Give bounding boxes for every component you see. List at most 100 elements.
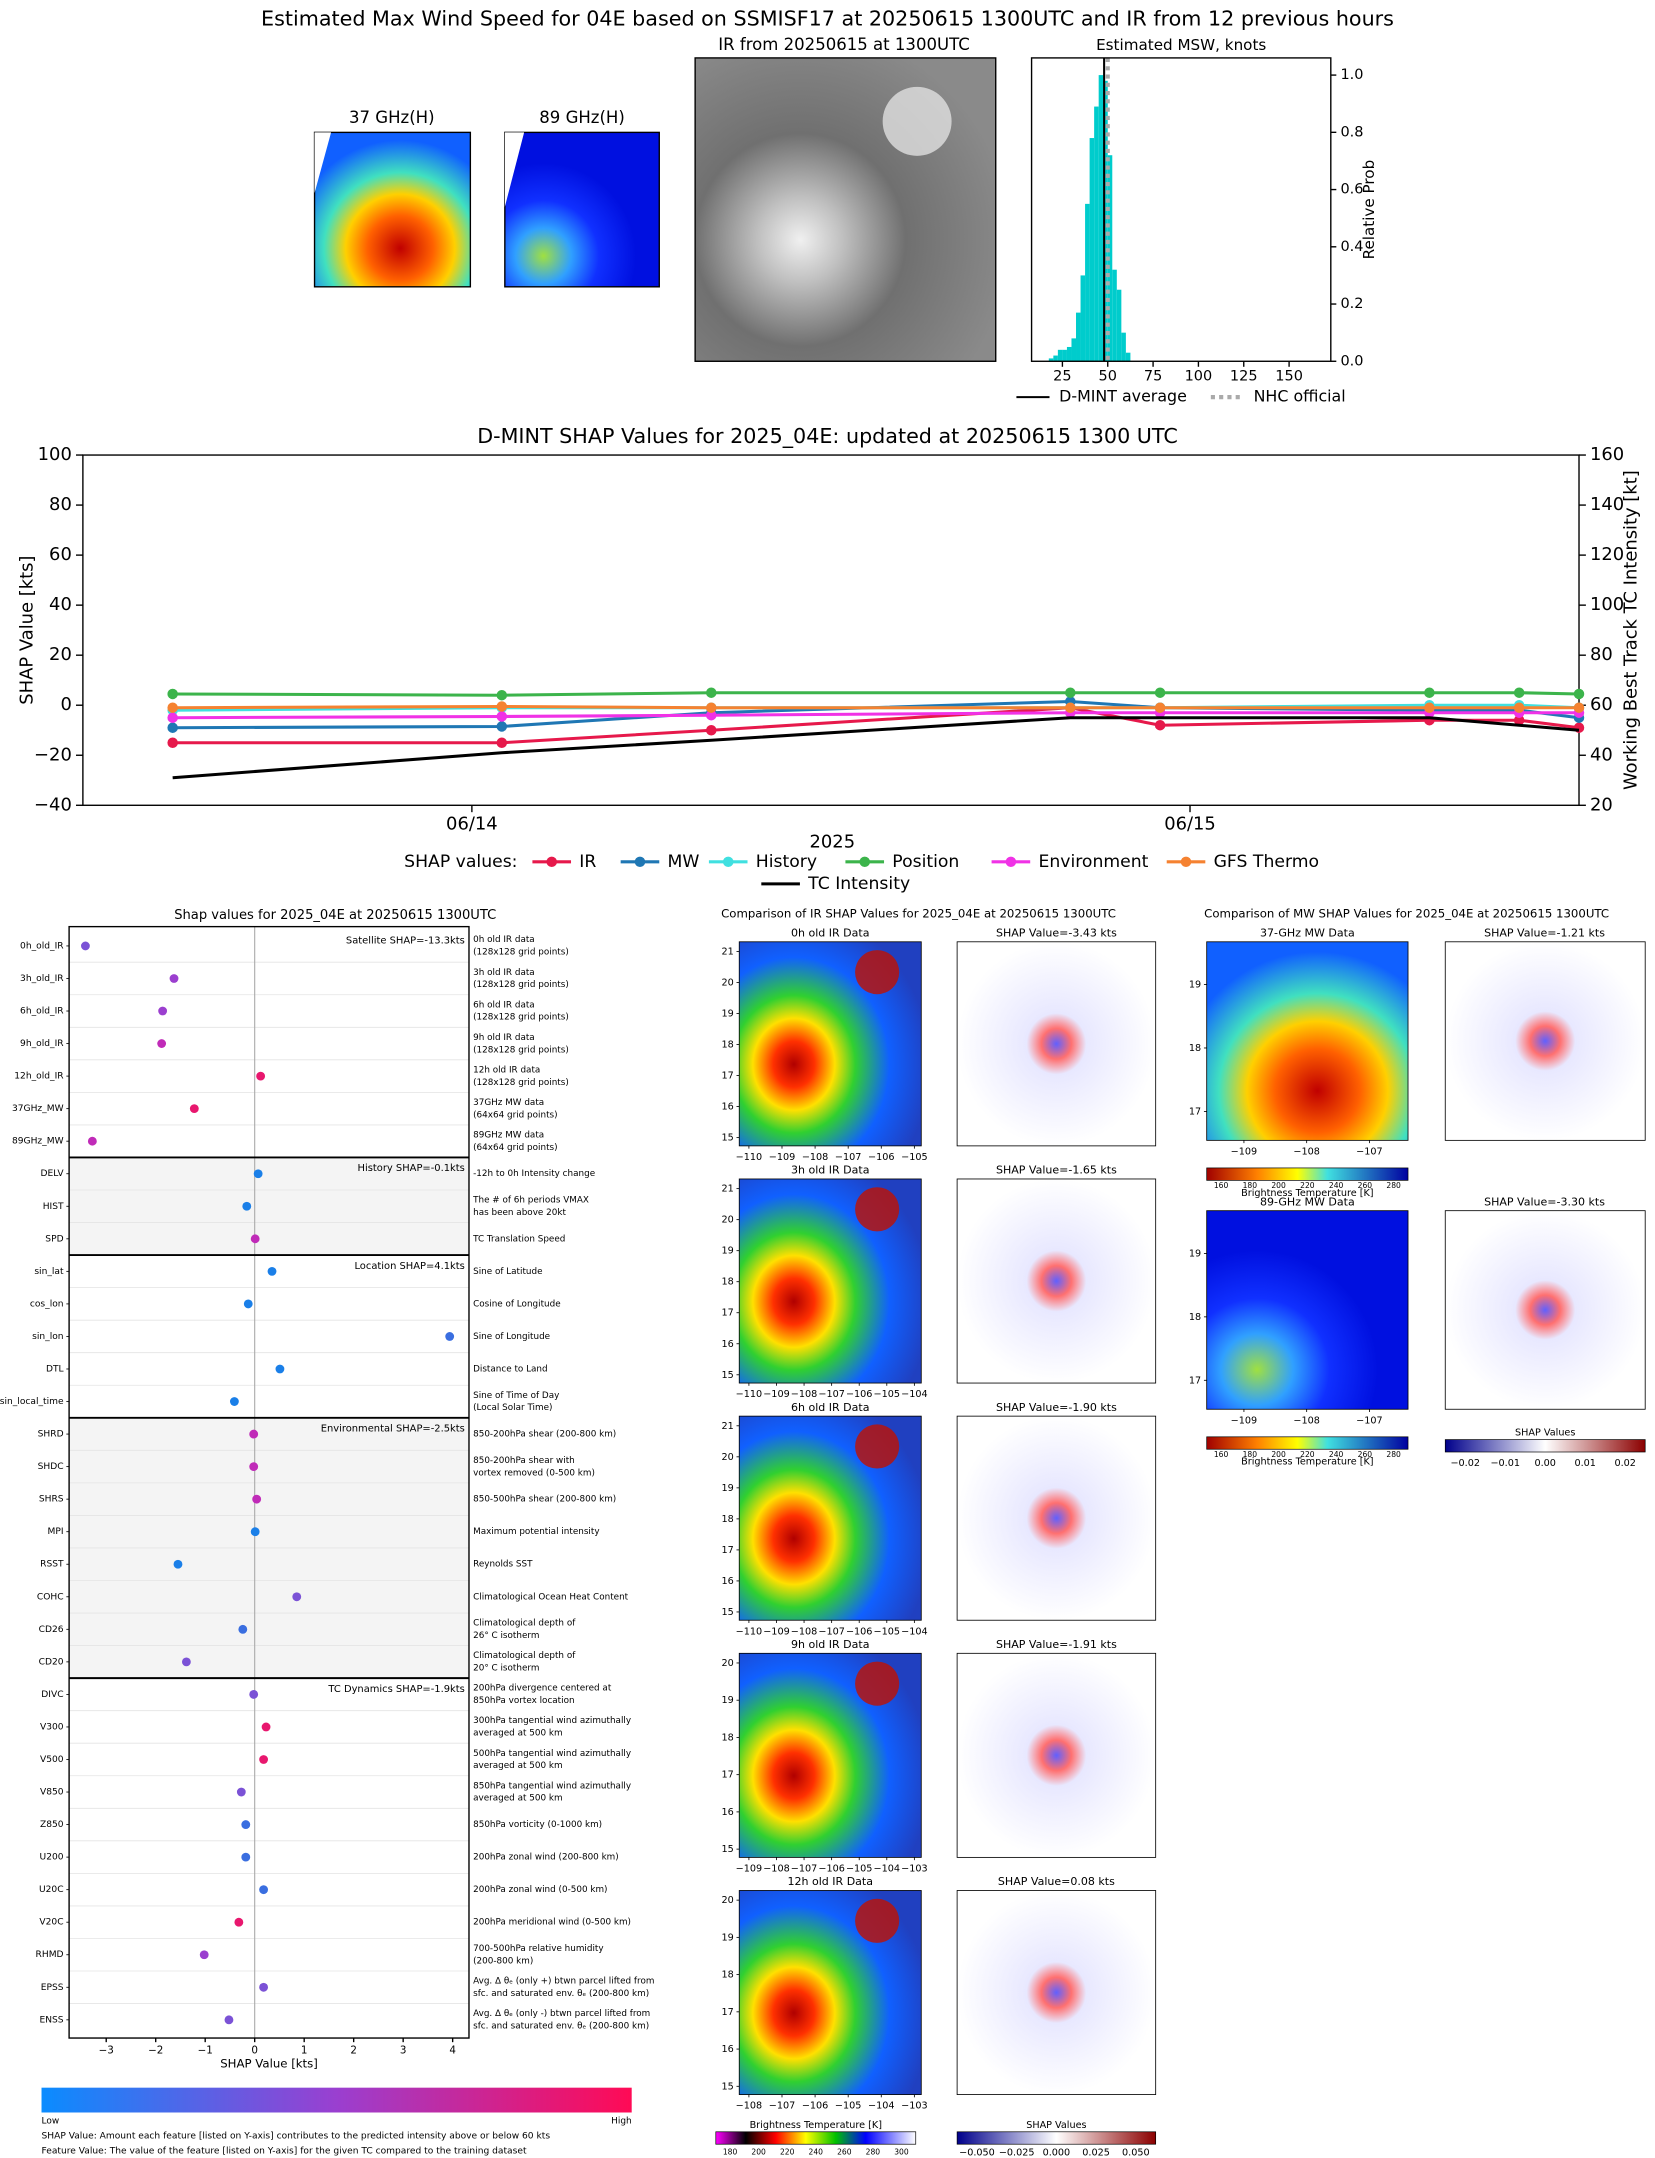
histogram-bar	[1098, 75, 1104, 362]
histogram-bar	[1121, 332, 1126, 362]
series-line	[172, 691, 1580, 697]
feature-colorbar	[41, 2087, 632, 2113]
y-tick-label: 16	[721, 1339, 733, 1350]
ir-cloud	[855, 1661, 900, 1706]
y-tick-label: 17	[721, 1545, 733, 1556]
feature-dot	[236, 1787, 246, 1797]
y-tick-label: 19	[721, 1483, 733, 1494]
feature-label: sin_lat	[34, 1267, 64, 1277]
histogram-bar	[1089, 138, 1095, 362]
feature-label: V850	[40, 1788, 64, 1798]
feature-description: Maximum potential intensity	[473, 1527, 599, 1537]
histogram-bar	[1116, 289, 1122, 362]
histogram-bar	[1053, 355, 1058, 362]
y-tick-label: 19	[721, 1009, 733, 1020]
panel-title: SHAP Value=-1.21 kts	[1484, 927, 1605, 940]
colorbar-tick-label: 0.00	[1534, 1458, 1555, 1469]
series-marker	[1573, 688, 1585, 700]
x-tick-label: −110	[736, 1626, 762, 1637]
group-label: Satellite SHAP=-13.3kts	[346, 935, 465, 946]
colorbar-tick-label: 160	[1214, 1450, 1229, 1459]
shap-image	[956, 1890, 1157, 2095]
series-marker	[496, 721, 508, 732]
x-tick-label: 0	[251, 2044, 258, 2056]
x-tick-label: −109	[763, 1626, 789, 1637]
x-tick-label: −108	[802, 1152, 828, 1163]
feature-description: 850hPa vorticity (0-1000 km)	[473, 1820, 602, 1830]
feature-dot	[229, 1397, 239, 1406]
feature-description: averaged at 500 km	[473, 1794, 562, 1804]
colorbar-tick-label: 220	[1300, 1450, 1315, 1459]
feature-label: cos_lon	[30, 1299, 64, 1309]
legend-marker	[634, 856, 646, 868]
colorbar-tick-label: −0.025	[999, 2147, 1035, 2158]
feature-label: V20C	[39, 1918, 63, 1928]
series-marker	[706, 709, 717, 721]
colorbar-tick-label: 0.02	[1614, 1458, 1635, 1469]
colorbar-tick-label: 200	[1271, 1181, 1286, 1190]
y-tick-label: 0.4	[1340, 239, 1363, 255]
histogram-bar	[1048, 358, 1054, 362]
colorbar-tick-label: 0.050	[1122, 2147, 1150, 2158]
feature-label: 37GHz_MW	[12, 1104, 64, 1114]
feature-dot	[224, 2015, 234, 2025]
x-tick-label: −107	[818, 1626, 844, 1637]
y-tick-label: 18	[721, 1732, 733, 1743]
feature-description: 26° C isotherm	[473, 1631, 539, 1641]
series-marker	[496, 711, 508, 722]
group-label: Environmental SHAP=-2.5kts	[321, 1424, 465, 1435]
y-tick-label: 17	[721, 1308, 733, 1319]
feature-label: CD26	[39, 1625, 64, 1635]
series-marker	[167, 712, 178, 723]
y-tick-label: 20	[49, 644, 72, 665]
feature-description: 850hPa vortex location	[473, 1696, 574, 1706]
histogram-bar	[1057, 349, 1063, 362]
y-tick-label: 60	[49, 544, 72, 565]
feature-label: CD20	[39, 1657, 64, 1667]
feature-dot	[259, 1885, 269, 1895]
feature-description: The # of 6h periods VMAX	[472, 1196, 589, 1206]
histogram-bar	[1066, 346, 1072, 362]
legend-title: SHAP values:	[404, 852, 517, 872]
feature-label: SHRS	[39, 1495, 64, 1505]
panel-title: 89-GHz MW Data	[1260, 1195, 1355, 1208]
shap-image	[956, 941, 1157, 1147]
feature-label: Z850	[40, 1820, 64, 1830]
y-tick-label: 100	[38, 444, 72, 465]
x-tick-label: −105	[874, 1626, 900, 1637]
ir-cloud	[855, 1187, 900, 1232]
mw37-image	[313, 131, 472, 288]
y-tick-label: 21	[721, 946, 733, 957]
y2-axis-label: Working Best Track TC Intensity [kt]	[1620, 470, 1641, 790]
feature-label: 0h_old_IR	[20, 941, 64, 951]
colorbar-tick-label: 300	[894, 2147, 909, 2156]
x-tick-label: −104	[874, 1863, 900, 1874]
feature-dot	[261, 1722, 271, 1732]
colorbar-label: SHAP Values	[1515, 1428, 1575, 1439]
y-tick-label: 17	[721, 1071, 733, 1082]
feature-description: 37GHz MW data	[473, 1098, 544, 1108]
feature-description: has been above 20kt	[473, 1208, 566, 1218]
feature-description: Climatological depth of	[473, 1619, 576, 1629]
shap-image	[956, 1415, 1157, 1621]
x-tick-label: −105	[874, 1389, 900, 1400]
feature-dot	[249, 1689, 259, 1699]
feature-dot	[252, 1494, 262, 1504]
series-line	[172, 704, 1580, 710]
panel-title: 9h old IR Data	[791, 1638, 870, 1651]
colorbar-tick-label: 0.000	[1043, 2147, 1071, 2158]
y-tick-label: −40	[34, 794, 72, 815]
panel-title: SHAP Value=0.08 kts	[998, 1875, 1115, 1888]
feature-dot	[173, 1559, 183, 1569]
legend-marker	[1005, 856, 1017, 868]
feature-label: RSST	[40, 1560, 64, 1570]
x-tick-label: −106	[846, 1389, 872, 1400]
y-tick-label: 16	[721, 1576, 733, 1587]
feature-dot	[234, 1917, 244, 1927]
legend-label: Environment	[1038, 852, 1148, 872]
feature-label: DELV	[41, 1169, 65, 1179]
feature-description: TC Translation Speed	[472, 1234, 565, 1244]
x-tick-label: 06/14	[446, 814, 498, 835]
colorbar-tick-label: 280	[866, 2147, 881, 2156]
y2-tick-label: 120	[1590, 544, 1624, 565]
